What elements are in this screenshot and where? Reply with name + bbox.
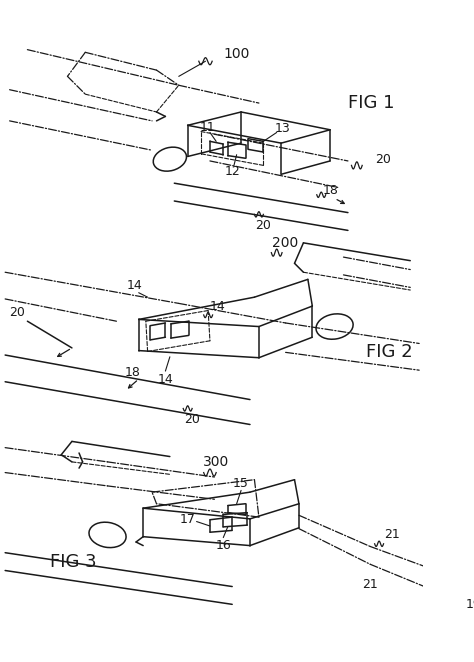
- Text: 14: 14: [127, 279, 142, 292]
- Text: FIG 1: FIG 1: [348, 94, 394, 112]
- Text: 20: 20: [184, 412, 200, 426]
- Text: FIG 2: FIG 2: [366, 344, 412, 361]
- Text: 11: 11: [200, 122, 215, 134]
- Text: 12: 12: [224, 165, 240, 178]
- Text: 20: 20: [375, 153, 392, 166]
- Text: 17: 17: [180, 513, 196, 526]
- Text: 21: 21: [384, 528, 401, 542]
- Text: 16: 16: [215, 539, 231, 552]
- Text: 200: 200: [273, 236, 299, 250]
- Text: 20: 20: [9, 306, 25, 319]
- Text: 18: 18: [125, 366, 140, 379]
- Text: 19: 19: [465, 598, 474, 611]
- Text: 20: 20: [255, 218, 271, 232]
- Text: 13: 13: [274, 122, 290, 136]
- Text: 300: 300: [203, 455, 229, 469]
- Text: 14: 14: [157, 373, 173, 387]
- Text: 21: 21: [362, 578, 378, 591]
- Text: FIG 3: FIG 3: [50, 553, 96, 571]
- Text: 14: 14: [209, 300, 225, 312]
- Text: 15: 15: [233, 477, 249, 490]
- Text: 18: 18: [322, 184, 338, 197]
- Text: 100: 100: [223, 47, 250, 61]
